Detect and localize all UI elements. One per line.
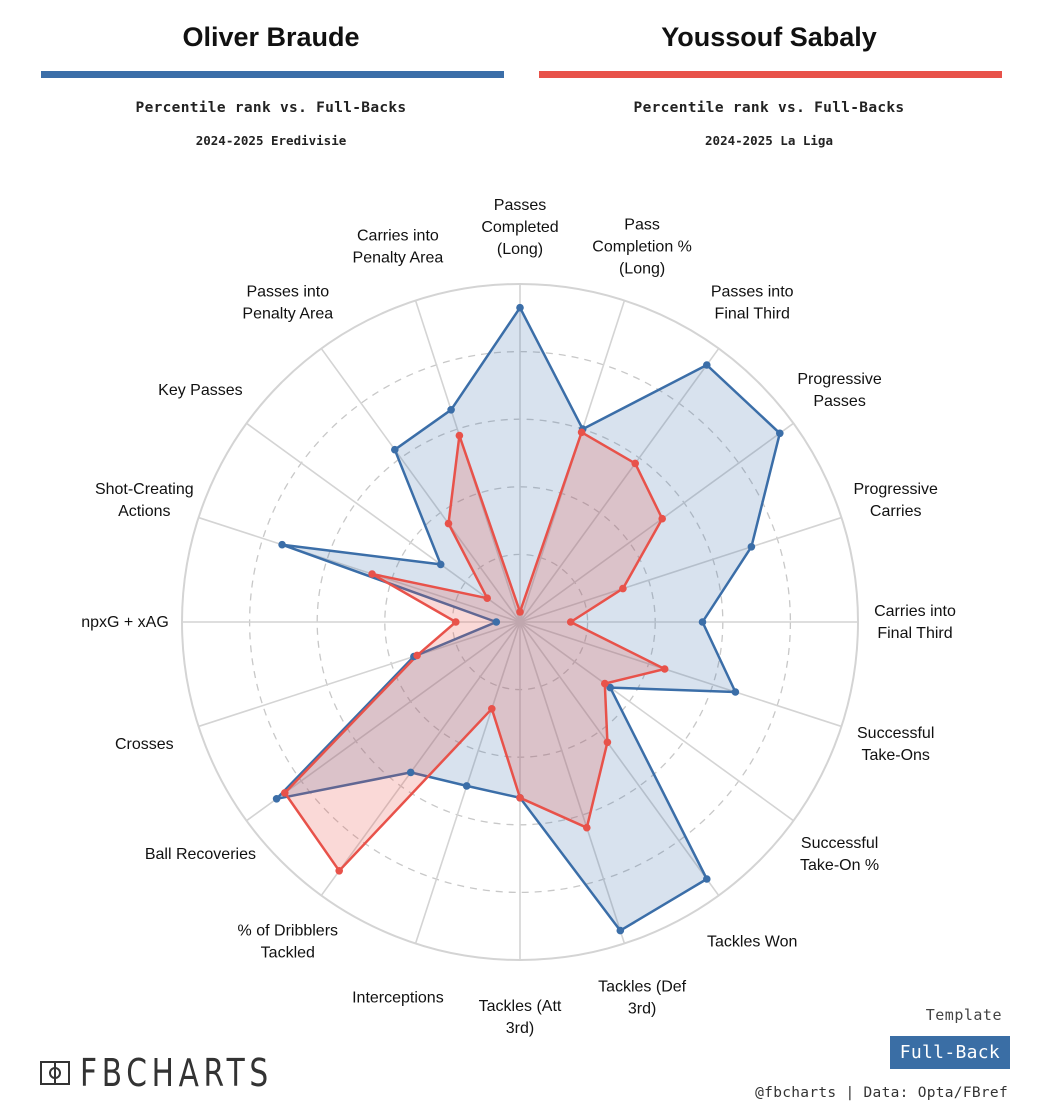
series-2-point (516, 608, 524, 616)
axis-label: Carries into Final Third (874, 603, 956, 642)
axis-spoke (246, 422, 521, 623)
series-1-point (492, 618, 501, 626)
series-1-point (462, 782, 471, 790)
axis-spoke (246, 621, 521, 822)
series-2-point (281, 789, 289, 797)
template-badge: Full-Back (889, 1036, 1010, 1069)
series-2-point (603, 738, 612, 747)
axis-label: Passes Completed (Long) (481, 197, 558, 258)
series-2-point (583, 823, 591, 832)
axis-label: Ball Recoveries (145, 846, 256, 863)
axis-label: Key Passes (158, 382, 242, 399)
axis-label: Carries into Penalty Area (353, 227, 444, 266)
axis-spoke (519, 516, 842, 623)
player-2-name: Youssouf Sabaly (661, 22, 877, 52)
axis-label: Shot-Creating Actions (95, 481, 194, 520)
pitch-logo-icon (40, 1061, 70, 1085)
radar-axis-labels: Passes Completed (Long) Pass Completion % (Lo… (81, 197, 956, 1037)
series-2-point (516, 794, 524, 802)
axis-spoke (519, 348, 720, 623)
series-2-point (368, 570, 376, 578)
axis-label: Crosses (115, 736, 174, 753)
axis-spoke (519, 621, 720, 896)
axis-spoke (519, 621, 794, 822)
axis-label: Progressive Passes (797, 371, 882, 410)
player-1-season: 2024-2025 Eredivisie (195, 133, 347, 148)
series-2-point (601, 679, 609, 688)
series-2-point (452, 618, 460, 626)
brand-wordmark: FBCHARTS (80, 1051, 273, 1095)
fbcharts-brand: FBCHARTS (40, 1054, 327, 1092)
axis-label: Progressive Carries (853, 481, 938, 520)
axis-label: Interceptions (352, 990, 444, 1007)
axis-label: Successful Take-On % (800, 835, 879, 874)
series-2-point (577, 428, 586, 437)
series-1-point (406, 768, 415, 777)
series-2-point (335, 867, 344, 875)
axis-label: npxG + xAG (81, 614, 169, 631)
series-1-point (447, 406, 455, 414)
radar-series (272, 303, 784, 935)
player-1-color-bar (41, 71, 504, 78)
player-2-subtitle: Percentile rank vs. Full-Backs (633, 100, 905, 116)
data-credit: @fbcharts | Data: Opta/FBref (755, 1085, 1008, 1101)
axis-spoke (198, 516, 521, 623)
series-2-point (483, 594, 492, 602)
axis-label: Successful Take-Ons (857, 725, 934, 764)
axis-spoke (519, 621, 626, 944)
axis-label: Tackles (Def 3rd) (598, 979, 687, 1018)
series-1-point (747, 543, 756, 551)
player-1-subtitle: Percentile rank vs. Full-Backs (135, 100, 407, 116)
series-2-point (413, 651, 421, 660)
axis-label: Tackles Won (707, 934, 797, 951)
axis-label: Tackles (Att 3rd) (479, 998, 562, 1037)
series-1-point (698, 618, 707, 626)
series-1-point (731, 688, 740, 696)
axis-label: Pass Completion % (Long) (592, 216, 692, 277)
axis-spoke (519, 422, 794, 623)
series-1-point (391, 445, 399, 454)
axis-label: Passes into Final Third (711, 283, 794, 322)
series-2-point (488, 705, 496, 713)
axis-spoke (320, 348, 521, 623)
series-1-point (272, 795, 281, 803)
series-1-point (606, 683, 614, 692)
series-2-point (631, 459, 639, 468)
player-2-season: 2024-2025 La Liga (705, 133, 833, 148)
series-2-point (660, 665, 669, 673)
template-label: Template (925, 1006, 1002, 1024)
series-1-point (703, 361, 711, 369)
series-1-point (703, 875, 711, 883)
series-2-point (455, 431, 464, 440)
series-2-point (619, 584, 627, 593)
series-2-point (444, 519, 453, 528)
axis-label: % of Dribblers Tackled (238, 923, 338, 962)
player-1-name: Oliver Braude (182, 22, 360, 52)
axis-spoke (320, 621, 521, 896)
axis-label: Passes into Penalty Area (242, 283, 333, 322)
series-1-point (776, 429, 784, 438)
series-1-point (516, 303, 524, 312)
series-1-point (436, 560, 445, 569)
series-1-point (278, 540, 286, 549)
axis-spoke (198, 621, 521, 728)
axis-spoke (519, 621, 842, 728)
series-1-point (616, 926, 625, 935)
series-2-point (658, 514, 666, 523)
series-2-point (566, 618, 575, 626)
player-2-color-bar (539, 71, 1002, 78)
